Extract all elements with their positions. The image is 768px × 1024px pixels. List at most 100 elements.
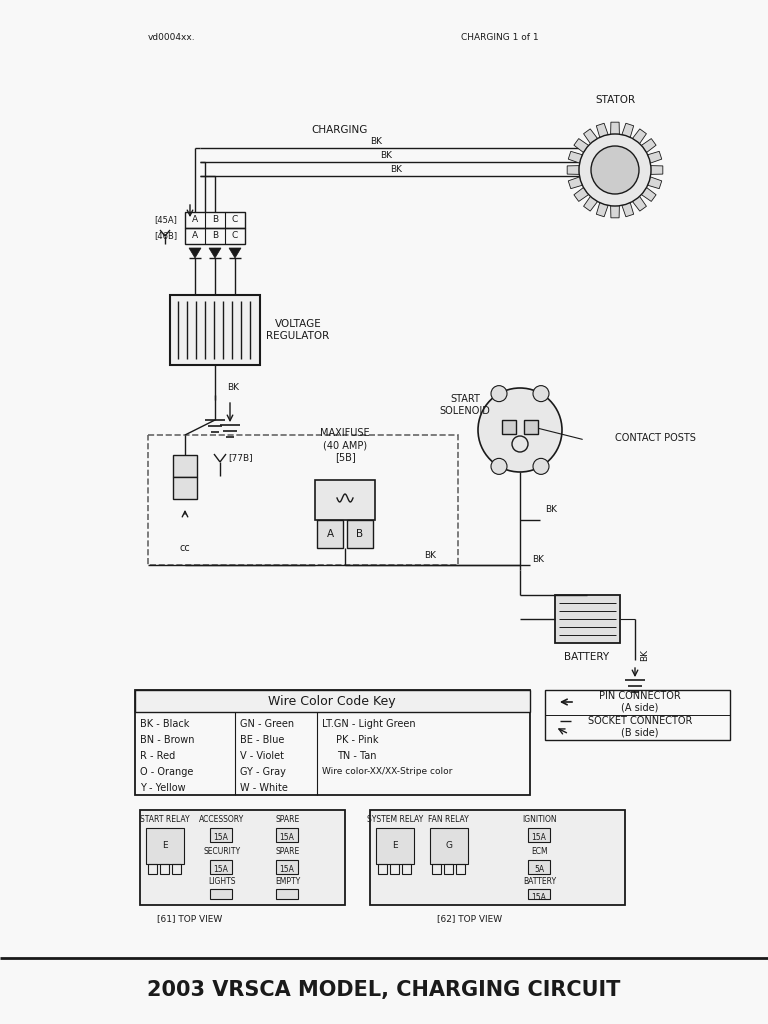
Polygon shape: [650, 166, 663, 174]
Text: BK - Black: BK - Black: [140, 719, 190, 729]
Bar: [210, 828, 232, 842]
Bar: [444, 864, 453, 874]
Polygon shape: [584, 197, 598, 211]
Bar: [555, 595, 620, 643]
Bar: [276, 889, 298, 899]
Circle shape: [533, 386, 549, 401]
Bar: [172, 864, 181, 874]
Text: GN - Green: GN - Green: [240, 719, 294, 729]
Text: Y - Yellow: Y - Yellow: [140, 783, 186, 793]
Text: FAN RELAY: FAN RELAY: [428, 815, 468, 824]
Circle shape: [478, 388, 562, 472]
Text: ACCESSORY: ACCESSORY: [200, 815, 245, 824]
Text: [45A]: [45A]: [154, 215, 177, 224]
Bar: [376, 828, 414, 864]
Polygon shape: [568, 152, 582, 163]
Text: BK: BK: [227, 384, 239, 392]
Text: BK: BK: [380, 152, 392, 161]
Bar: [390, 864, 399, 874]
Bar: [185, 212, 245, 228]
Bar: [528, 828, 550, 842]
Text: C: C: [232, 215, 238, 224]
Text: E: E: [162, 842, 168, 851]
Text: BE - Blue: BE - Blue: [240, 735, 284, 745]
Text: 15A: 15A: [214, 834, 228, 843]
Polygon shape: [647, 177, 662, 188]
Polygon shape: [209, 248, 221, 258]
Text: E: E: [392, 842, 398, 851]
Text: C: C: [232, 231, 238, 241]
Bar: [315, 480, 375, 520]
Text: BN - Brown: BN - Brown: [140, 735, 194, 745]
Text: 15A: 15A: [280, 865, 294, 874]
Text: Wire Color Code Key: Wire Color Code Key: [268, 694, 396, 708]
Bar: [432, 864, 441, 874]
Bar: [140, 810, 345, 905]
Bar: [524, 420, 538, 434]
Text: CHARGING: CHARGING: [312, 125, 368, 135]
Bar: [276, 828, 298, 842]
Bar: [378, 864, 387, 874]
Bar: [276, 860, 298, 874]
Text: BK: BK: [640, 649, 649, 662]
Text: A: A: [326, 529, 333, 539]
Polygon shape: [568, 177, 582, 188]
Text: PK - Pink: PK - Pink: [336, 735, 379, 745]
Bar: [173, 455, 197, 477]
Polygon shape: [622, 123, 634, 137]
Text: 15A: 15A: [214, 865, 228, 874]
Text: V - Violet: V - Violet: [240, 751, 284, 761]
Text: 15A: 15A: [531, 893, 547, 901]
Text: cc: cc: [180, 543, 190, 553]
Text: START RELAY: START RELAY: [141, 815, 190, 824]
Polygon shape: [189, 248, 201, 258]
Bar: [160, 864, 169, 874]
Bar: [370, 810, 625, 905]
Text: LT.GN - Light Green: LT.GN - Light Green: [322, 719, 415, 729]
Bar: [173, 477, 197, 499]
Circle shape: [533, 459, 549, 474]
Polygon shape: [641, 138, 656, 153]
Bar: [456, 864, 465, 874]
Text: G: G: [445, 842, 452, 851]
Text: LIGHTS: LIGHTS: [208, 878, 236, 887]
Text: B: B: [212, 231, 218, 241]
Bar: [148, 864, 157, 874]
Text: START
SOLENOID: START SOLENOID: [439, 394, 491, 416]
Bar: [135, 690, 530, 712]
Bar: [317, 520, 343, 548]
Polygon shape: [596, 203, 608, 217]
Text: A: A: [192, 215, 198, 224]
Bar: [148, 435, 458, 565]
Polygon shape: [229, 248, 241, 258]
Text: 2003 VRSCA MODEL, CHARGING CIRCUIT: 2003 VRSCA MODEL, CHARGING CIRCUIT: [147, 980, 621, 1000]
Bar: [135, 690, 530, 795]
Bar: [146, 828, 184, 864]
Text: 15A: 15A: [531, 834, 547, 843]
Polygon shape: [574, 138, 588, 153]
Text: O - Orange: O - Orange: [140, 767, 194, 777]
Polygon shape: [622, 203, 634, 217]
Polygon shape: [633, 197, 647, 211]
Bar: [210, 860, 232, 874]
Text: BK: BK: [390, 166, 402, 174]
Text: ECM: ECM: [531, 848, 548, 856]
Text: PIN CONNECTOR
(A side): PIN CONNECTOR (A side): [599, 691, 681, 713]
Polygon shape: [641, 187, 656, 202]
Text: A: A: [192, 231, 198, 241]
Text: R - Red: R - Red: [140, 751, 175, 761]
Bar: [402, 864, 411, 874]
Text: 15A: 15A: [280, 834, 294, 843]
Text: CONTACT POSTS: CONTACT POSTS: [615, 433, 696, 443]
Text: BATTERY: BATTERY: [524, 878, 557, 887]
Text: W - White: W - White: [240, 783, 288, 793]
Text: SOCKET CONNECTOR
(B side): SOCKET CONNECTOR (B side): [588, 716, 692, 738]
Bar: [347, 520, 373, 548]
Text: CHARGING 1 of 1: CHARGING 1 of 1: [462, 34, 539, 43]
Circle shape: [491, 459, 507, 474]
Text: GY - Gray: GY - Gray: [240, 767, 286, 777]
Circle shape: [491, 386, 507, 401]
Polygon shape: [611, 206, 619, 218]
Text: TN - Tan: TN - Tan: [337, 751, 377, 761]
Text: 5A: 5A: [534, 865, 544, 874]
